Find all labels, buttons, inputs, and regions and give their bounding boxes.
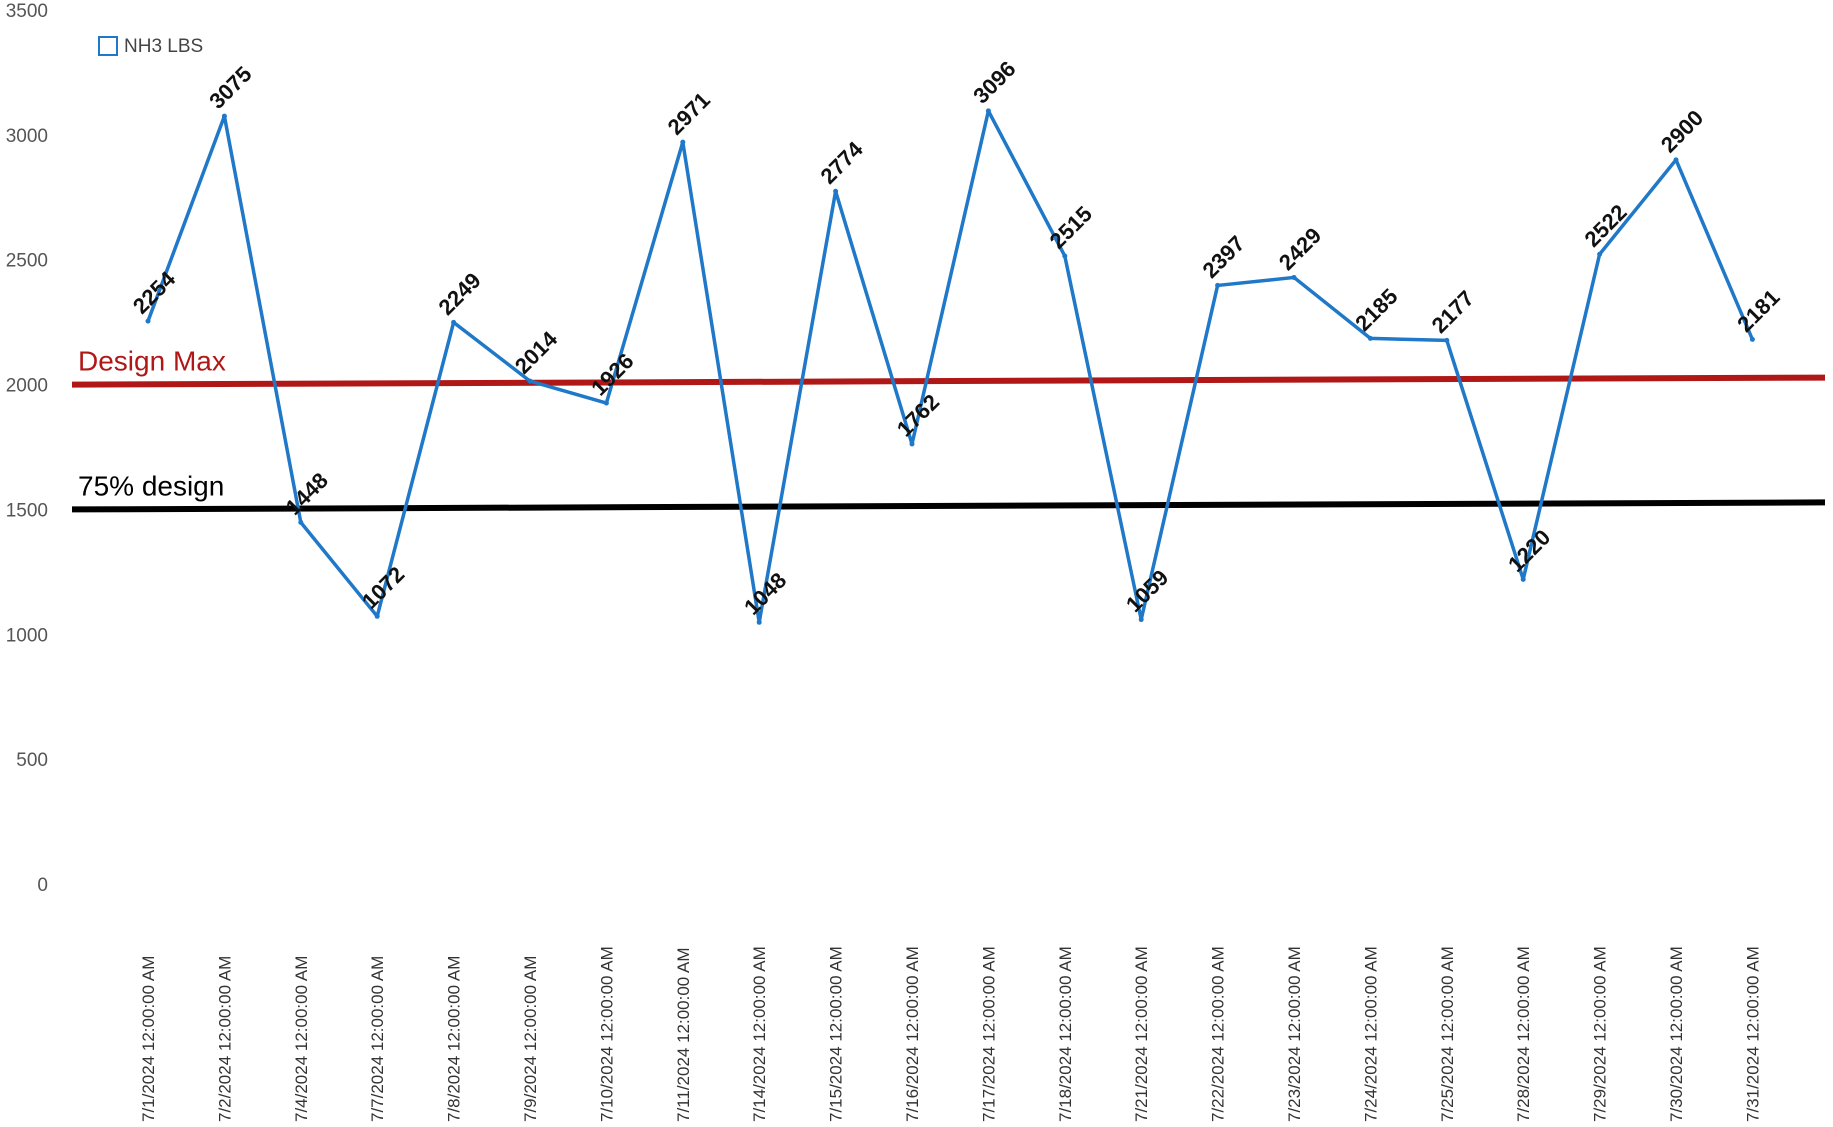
y-tick-label: 0 xyxy=(37,875,48,896)
data-label: 1059 xyxy=(1121,565,1173,617)
y-tick-label: 3500 xyxy=(6,1,48,22)
reference-lines: Design Max 75% design xyxy=(71,346,1826,513)
data-label: 2249 xyxy=(433,268,485,320)
data-point xyxy=(1367,335,1373,341)
x-tick-label: 7/18/2024 12:00:00 AM xyxy=(1056,946,1075,1122)
x-tick-label: 7/31/2024 12:00:00 AM xyxy=(1743,946,1762,1122)
x-tick-label: 7/11/2024 12:00:00 AM xyxy=(674,947,693,1122)
series-line xyxy=(146,109,1755,625)
x-tick-label: 7/1/2024 12:00:00 AM xyxy=(139,956,158,1122)
data-label: 1048 xyxy=(739,568,791,620)
y-tick-label: 1000 xyxy=(6,625,48,646)
x-tick-label: 7/14/2024 12:00:00 AM xyxy=(750,946,769,1122)
data-label: 2429 xyxy=(1274,223,1326,275)
y-tick-label: 3000 xyxy=(6,126,48,147)
x-tick-label: 7/30/2024 12:00:00 AM xyxy=(1667,946,1686,1122)
data-label: 2515 xyxy=(1045,201,1097,253)
x-tick-label: 7/2/2024 12:00:00 AM xyxy=(215,956,234,1122)
data-point xyxy=(756,619,762,625)
x-tick-label: 7/9/2024 12:00:00 AM xyxy=(521,956,540,1122)
data-label: 2181 xyxy=(1732,285,1784,337)
reference-line-label: 75% design xyxy=(78,470,224,501)
data-label: 2177 xyxy=(1427,286,1479,338)
data-label: 2971 xyxy=(663,87,715,139)
y-tick-label: 1500 xyxy=(6,500,48,521)
data-point xyxy=(1215,282,1221,288)
x-tick-label: 7/4/2024 12:00:00 AM xyxy=(292,956,311,1122)
x-tick-label: 7/22/2024 12:00:00 AM xyxy=(1209,946,1228,1122)
x-axis-ticks: 7/1/2024 12:00:00 AM 7/2/2024 12:00:00 AM… xyxy=(139,946,1762,1122)
data-point xyxy=(603,400,609,406)
legend: NH3 LBS xyxy=(98,36,203,57)
data-label: 2900 xyxy=(1656,105,1708,157)
x-tick-label: 7/15/2024 12:00:00 AM xyxy=(827,946,846,1122)
data-point xyxy=(1291,274,1297,280)
reference-line xyxy=(71,499,1826,513)
x-tick-label: 7/24/2024 12:00:00 AM xyxy=(1361,946,1380,1122)
data-label: 1220 xyxy=(1503,525,1555,577)
data-label: 1762 xyxy=(892,389,944,441)
data-point xyxy=(527,378,533,384)
data-label: 2254 xyxy=(128,266,181,319)
x-tick-label: 7/29/2024 12:00:00 AM xyxy=(1591,946,1610,1122)
data-label: 1072 xyxy=(357,562,409,614)
y-tick-label: 500 xyxy=(16,750,48,771)
reference-line xyxy=(71,374,1826,388)
data-point xyxy=(1520,576,1526,582)
data-point xyxy=(909,441,915,447)
y-tick-label: 2000 xyxy=(6,376,48,397)
x-tick-label: 7/16/2024 12:00:00 AM xyxy=(903,946,922,1122)
data-point xyxy=(145,318,151,324)
x-tick-label: 7/7/2024 12:00:00 AM xyxy=(368,956,387,1122)
legend-label: NH3 LBS xyxy=(124,36,203,57)
data-point xyxy=(451,319,457,325)
data-point xyxy=(1673,157,1679,163)
x-tick-label: 7/21/2024 12:00:00 AM xyxy=(1132,946,1151,1122)
data-point xyxy=(985,108,991,114)
data-label: 2397 xyxy=(1197,231,1249,283)
data-point xyxy=(833,188,839,194)
data-label: 3075 xyxy=(204,61,256,113)
x-tick-label: 7/17/2024 12:00:00 AM xyxy=(979,946,998,1122)
x-tick-label: 7/25/2024 12:00:00 AM xyxy=(1438,946,1457,1122)
x-tick-label: 7/8/2024 12:00:00 AM xyxy=(445,956,464,1122)
legend-swatch xyxy=(98,36,118,56)
data-point xyxy=(1597,251,1603,257)
reference-line-label: Design Max xyxy=(78,346,226,377)
data-point xyxy=(298,519,304,525)
x-tick-label: 7/23/2024 12:00:00 AM xyxy=(1285,946,1304,1122)
data-point xyxy=(1444,337,1450,343)
data-point xyxy=(1138,617,1144,623)
data-point xyxy=(1749,336,1755,342)
data-label: 3096 xyxy=(968,56,1020,108)
data-label: 1448 xyxy=(281,468,333,520)
y-tick-label: 2500 xyxy=(6,251,48,272)
data-label: 1926 xyxy=(586,348,638,400)
x-tick-label: 7/10/2024 12:00:00 AM xyxy=(597,946,616,1122)
x-tick-label: 7/28/2024 12:00:00 AM xyxy=(1514,946,1533,1122)
data-label: 2774 xyxy=(815,136,868,189)
data-point xyxy=(680,139,686,145)
data-point xyxy=(374,613,380,619)
data-point xyxy=(221,113,227,119)
y-axis-ticks: 0 500 1000 1500 2000 2500 3000 3500 xyxy=(6,1,48,896)
data-point xyxy=(1062,253,1068,259)
